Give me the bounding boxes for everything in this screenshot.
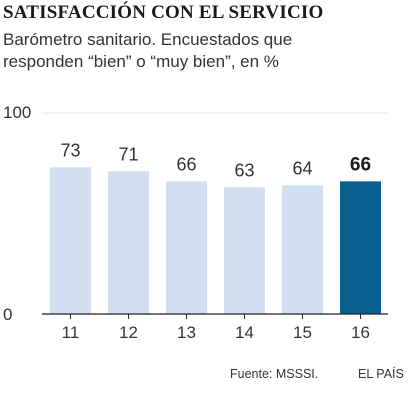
chart-title: SATISFACCIÓN CON EL SERVICIO	[3, 2, 324, 23]
bar-14	[224, 187, 265, 314]
value-label: 71	[118, 144, 138, 164]
subtitle-line-2: responden “bien” o “muy bien”, en %	[3, 52, 279, 71]
x-tick-label: 11	[62, 323, 80, 342]
chart-subtitle: Barómetro sanitario. Encuestados que res…	[3, 29, 403, 73]
value-label: 66	[350, 154, 371, 175]
bar-13	[166, 181, 207, 314]
x-tick-label: 14	[235, 323, 254, 342]
x-tick-label: 12	[119, 323, 138, 342]
value-label: 64	[292, 158, 312, 178]
bar-16	[340, 181, 381, 314]
subtitle-line-1: Barómetro sanitario. Encuestados que	[3, 30, 293, 49]
x-tick-label: 15	[293, 323, 312, 342]
x-tick-label: 13	[177, 323, 196, 342]
bar-11	[50, 167, 91, 314]
y-tick-label: 100	[3, 103, 31, 122]
value-label: 63	[234, 160, 254, 180]
x-tick-label: 16	[351, 323, 370, 342]
bar-12	[108, 171, 149, 314]
source-note: Fuente: MSSSI.	[230, 367, 319, 381]
bar-chart: 0 100 73 11 71 12 66 13 63 14 64 15 66 16	[3, 103, 388, 342]
y-tick-label: 0	[3, 305, 12, 324]
value-label: 66	[176, 154, 196, 174]
bar-15	[282, 185, 323, 314]
publisher-logo: EL PAÍS	[358, 367, 404, 381]
value-label: 73	[60, 140, 80, 160]
